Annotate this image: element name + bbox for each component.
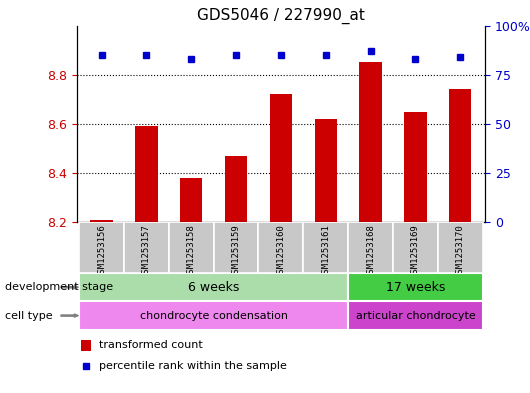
Bar <box>270 94 292 222</box>
Bar <box>225 156 248 222</box>
Text: GSM1253158: GSM1253158 <box>187 224 196 278</box>
Bar <box>169 222 214 273</box>
Text: 6 weeks: 6 weeks <box>188 281 240 294</box>
Bar <box>348 273 483 301</box>
Text: GSM1253169: GSM1253169 <box>411 224 420 278</box>
Bar <box>135 126 157 222</box>
Bar <box>404 112 427 222</box>
Bar <box>214 222 259 273</box>
Text: GSM1253159: GSM1253159 <box>232 224 241 278</box>
Text: GSM1253160: GSM1253160 <box>277 224 285 278</box>
Title: GDS5046 / 227990_at: GDS5046 / 227990_at <box>197 8 365 24</box>
Bar <box>438 222 483 273</box>
Text: GSM1253161: GSM1253161 <box>321 224 330 278</box>
Text: articular chondrocyte: articular chondrocyte <box>356 310 475 321</box>
Text: GSM1253168: GSM1253168 <box>366 224 375 278</box>
Text: transformed count: transformed count <box>99 340 203 350</box>
Bar <box>79 301 348 330</box>
Bar <box>79 222 124 273</box>
Bar <box>259 222 303 273</box>
Text: 17 weeks: 17 weeks <box>386 281 445 294</box>
Text: GSM1253156: GSM1253156 <box>97 224 106 278</box>
Bar <box>348 301 483 330</box>
Bar <box>359 62 382 222</box>
Text: development stage: development stage <box>5 282 113 292</box>
Text: chondrocyte condensation: chondrocyte condensation <box>139 310 288 321</box>
Bar <box>303 222 348 273</box>
Bar <box>393 222 438 273</box>
Text: cell type: cell type <box>5 310 53 321</box>
Bar <box>348 222 393 273</box>
Text: GSM1253170: GSM1253170 <box>456 224 465 278</box>
Bar <box>314 119 337 222</box>
Bar <box>449 89 472 222</box>
Bar <box>124 222 169 273</box>
Bar <box>180 178 202 222</box>
Bar <box>90 220 113 222</box>
Bar <box>81 340 91 351</box>
Bar <box>79 273 348 301</box>
Text: GSM1253157: GSM1253157 <box>142 224 151 278</box>
Text: percentile rank within the sample: percentile rank within the sample <box>99 361 287 371</box>
